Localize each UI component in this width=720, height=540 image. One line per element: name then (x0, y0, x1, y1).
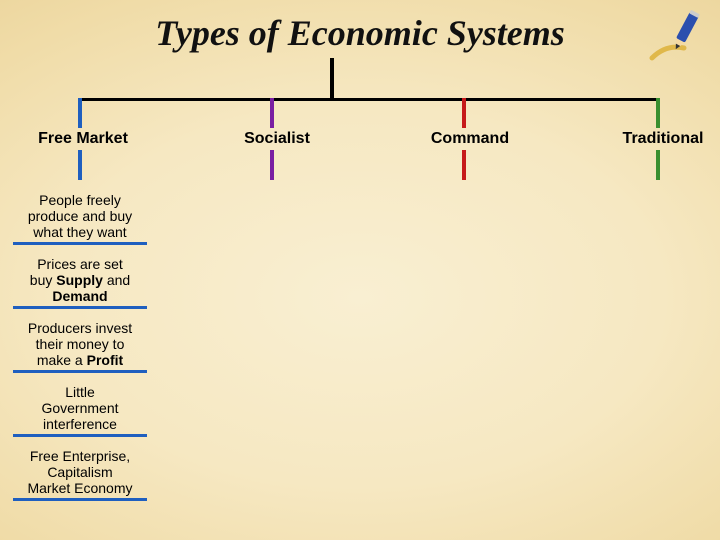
branch-substem-free-market (78, 150, 82, 180)
free-market-leaf-0: People freelyproduce and buywhat they wa… (5, 192, 155, 240)
branch-substem-command (462, 150, 466, 180)
free-market-leaf-underline-2 (13, 370, 147, 373)
title-stem (330, 58, 334, 98)
top-hline (78, 98, 660, 101)
slide-root: Types of Economic Systems Free Market Soc… (0, 0, 720, 540)
free-market-leaf-underline-0 (13, 242, 147, 245)
pencil-svg (646, 8, 706, 68)
free-market-leaf-underline-4 (13, 498, 147, 501)
branch-substem-socialist (270, 150, 274, 180)
free-market-leaf-underline-1 (13, 306, 147, 309)
free-market-leaf-3: LittleGovernmentinterference (5, 384, 155, 432)
branch-label-free-market: Free Market (28, 130, 138, 148)
branch-stem-free-market (78, 98, 82, 128)
branch-stem-socialist (270, 98, 274, 128)
branch-substem-traditional (656, 150, 660, 180)
free-market-leaf-underline-3 (13, 434, 147, 437)
slide-title: Types of Economic Systems (0, 12, 720, 54)
branch-stem-traditional (656, 98, 660, 128)
pencil-icon (646, 8, 706, 68)
branch-label-traditional: Traditional (608, 130, 718, 148)
branch-label-command: Command (420, 130, 520, 148)
branch-label-socialist: Socialist (232, 130, 322, 148)
free-market-leaf-1: Prices are setbuy Supply andDemand (5, 256, 155, 304)
free-market-leaf-2: Producers investtheir money tomake a Pro… (5, 320, 155, 368)
pencil-swoosh (652, 47, 684, 58)
free-market-leaf-4: Free Enterprise,CapitalismMarket Economy (5, 448, 155, 496)
branch-stem-command (462, 98, 466, 128)
